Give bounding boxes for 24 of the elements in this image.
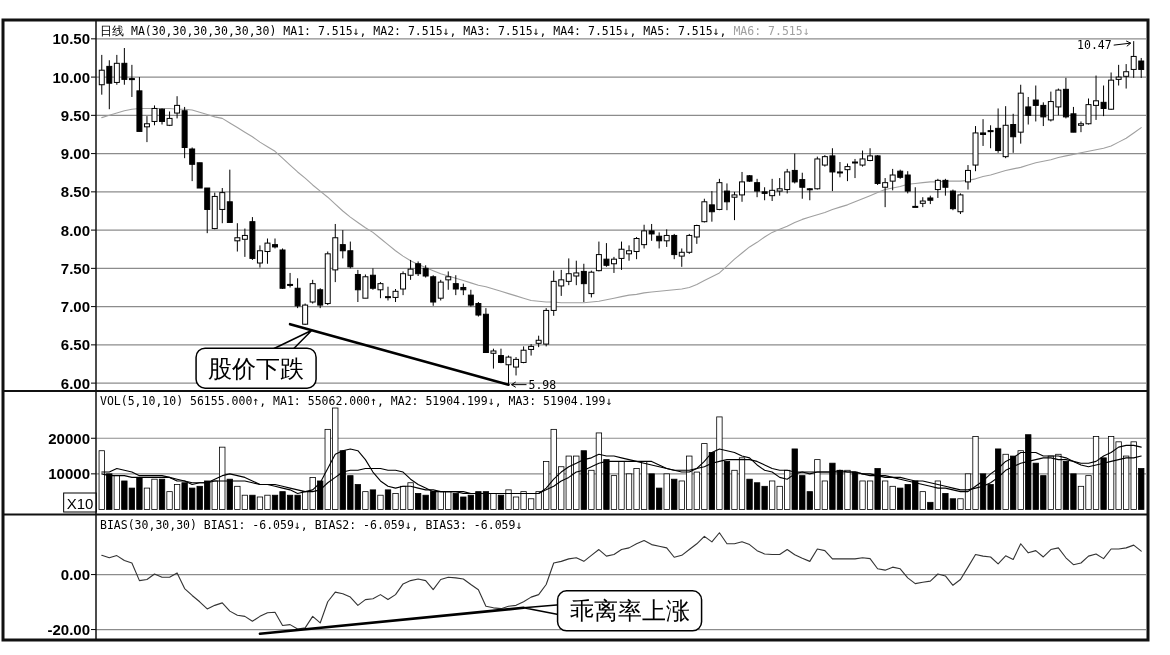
y-tick-label: 10.00 — [52, 68, 90, 86]
chart-subtitle: MA(30,30,30,30,30,30) MA1: 7.515↓, MA2: 7.515↓, MA3: 7.515↓, MA4: 7.515↓, MA5: 7.515↓, — [131, 24, 727, 38]
y-tick-label: 9.50 — [60, 106, 90, 124]
annotation: 股价下跌 — [208, 354, 305, 383]
y-tick-label: 7.50 — [60, 259, 90, 277]
chart-title: 日线 — [100, 24, 124, 38]
chart-title: VOL(5,10,10) 56155.000↑, MA1: 55062.000↑, MA2: 51904.199↓, MA3: 51904.199↓ — [100, 394, 613, 408]
y-tick-label: 10000 — [48, 465, 90, 483]
y-tick-label: 8.50 — [60, 183, 90, 201]
y-tick-label: 7.00 — [60, 298, 90, 316]
chart-title: BIAS(30,30,30) BIAS1: -6.059↓, BIAS2: -6.059↓, BIAS3: -6.059↓ — [100, 518, 523, 532]
annotation: 10.47 — [1077, 38, 1112, 53]
y-tick-label: -20.00 — [47, 621, 90, 639]
y-tick-label: 6.00 — [60, 374, 90, 392]
y-tick-label: 10.50 — [52, 30, 90, 48]
y-tick-label: 0.00 — [60, 566, 90, 584]
y-axis-title: X10 — [66, 495, 94, 512]
y-tick-label: 6.50 — [60, 336, 90, 354]
y-tick-label: 8.00 — [60, 221, 90, 239]
text: MA6: 7.515↓ — [733, 24, 810, 38]
y-tick-label: 9.00 — [60, 145, 90, 163]
y-tick-label: 20000 — [48, 429, 90, 447]
annotation: 5.98 — [528, 377, 557, 392]
annotation: 乖离率上涨 — [569, 597, 690, 626]
